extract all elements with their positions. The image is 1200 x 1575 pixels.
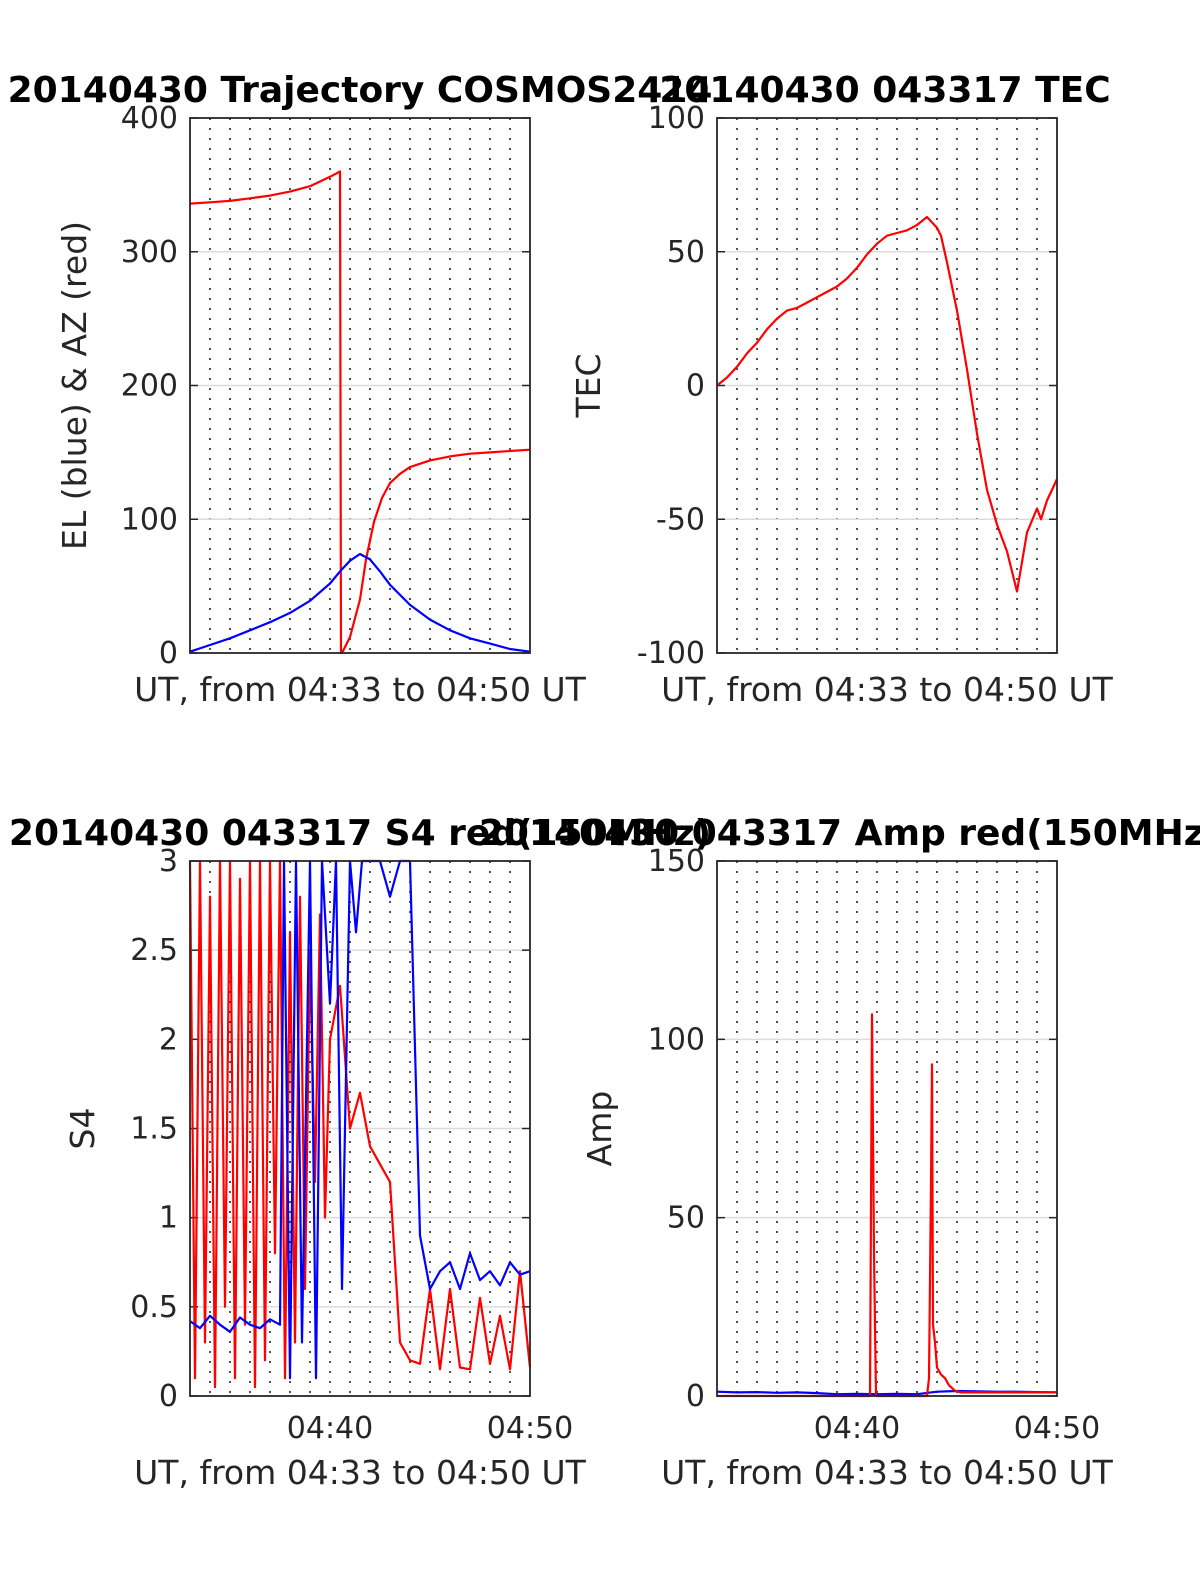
y-axis-label: Amp — [580, 1091, 619, 1167]
y-tick-label: 200 — [121, 369, 178, 404]
y-tick-label: 1 — [159, 1201, 178, 1236]
y-tick-label: 300 — [121, 235, 178, 270]
axes-frame — [716, 117, 1058, 654]
y-tick-label: 150 — [648, 844, 705, 879]
y-axis-label: EL (blue) & AZ (red) — [55, 221, 94, 550]
chart-title: 20140430 043317 Amp red(150MHz) — [479, 813, 1200, 854]
chart-title: 20140430 Trajectory COSMOS2414 — [8, 70, 713, 111]
x-axis-label: UT, from 04:33 to 04:50 UT — [661, 670, 1114, 709]
y-axis-label: S4 — [63, 1108, 102, 1150]
x-tick-label: 04:50 — [1014, 1411, 1100, 1446]
y-tick-label: 100 — [648, 101, 705, 136]
chart-title: 20140430 043317 S4 red(150MHz) — [9, 813, 711, 854]
series-line-red — [716, 215, 1058, 593]
x-axis-label: UT, from 04:33 to 04:50 UT — [661, 1453, 1114, 1492]
y-tick-label: 0 — [159, 1379, 178, 1414]
y-tick-label: 2 — [159, 1022, 178, 1057]
y-tick-label: 50 — [667, 235, 705, 270]
chart-title: 20140430 043317 TEC — [659, 70, 1110, 111]
y-tick-label: 100 — [648, 1022, 705, 1057]
x-axis-label: UT, from 04:33 to 04:50 UT — [134, 670, 587, 709]
y-tick-label: -100 — [637, 636, 705, 671]
plot-area — [717, 861, 1057, 1396]
series-line-red — [189, 170, 531, 655]
x-tick-label: 04:40 — [814, 1411, 900, 1446]
y-tick-label: 0 — [686, 369, 705, 404]
axes-frame — [189, 117, 531, 654]
y-axis-label: TEC — [569, 353, 608, 418]
y-tick-label: 1.5 — [130, 1112, 178, 1147]
axes-frame — [189, 860, 531, 1397]
y-tick-label: -50 — [656, 502, 705, 537]
series-line-red — [717, 1013, 1057, 1398]
panel-amp: 0 50 100 150 04:40 04:50 20140430 043317 Amp r… — [479, 813, 1200, 1492]
series-line-blue — [189, 859, 531, 1380]
series-line-blue — [189, 552, 531, 653]
axes-frame — [716, 860, 1058, 1397]
y-tick-label: 50 — [667, 1201, 705, 1236]
x-axis-label: UT, from 04:33 to 04:50 UT — [134, 1453, 587, 1492]
y-tick-label: 0 — [159, 636, 178, 671]
y-tick-label: 3 — [159, 844, 178, 879]
x-tick-label: 04:50 — [487, 1411, 573, 1446]
y-tick-label: 0 — [686, 1379, 705, 1414]
y-tick-label: 0.5 — [130, 1290, 178, 1325]
y-tick-label: 2.5 — [130, 933, 178, 968]
y-tick-label: 100 — [121, 502, 178, 537]
x-tick-label: 04:40 — [287, 1411, 373, 1446]
y-tick-label: 400 — [121, 101, 178, 136]
panel-s4: 0 0.5 1 1.5 2 2.5 3 04:40 04:50 20140430 043317 S… — [9, 813, 711, 1492]
